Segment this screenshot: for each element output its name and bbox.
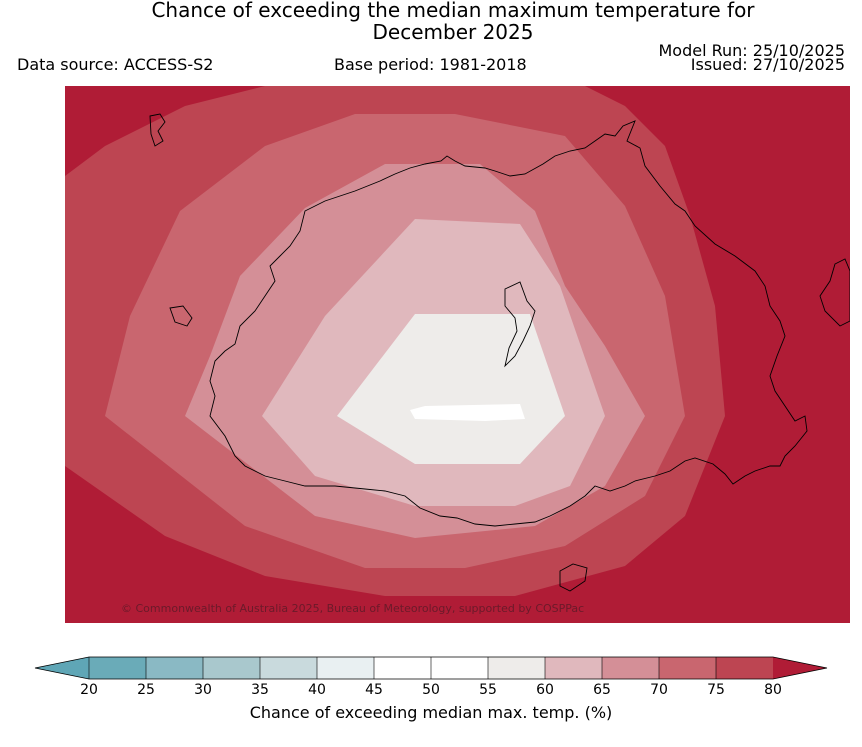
coastline xyxy=(209,120,808,527)
data-source: Data source: ACCESS-S2 xyxy=(17,55,214,74)
island-north xyxy=(149,113,166,147)
island-east xyxy=(819,258,850,327)
colorbar-swatch xyxy=(602,657,660,679)
colorbar-swatch xyxy=(146,657,204,679)
issued-date: Issued: 27/10/2025 xyxy=(690,55,845,74)
colorbar-tick-label: 40 xyxy=(308,682,326,698)
colorbar-swatch xyxy=(374,657,432,679)
model-run: Model Run: 25/10/2025 xyxy=(658,41,846,60)
colorbar-swatch xyxy=(431,657,489,679)
island-south xyxy=(559,563,588,592)
base-period: Base period: 1981-2018 xyxy=(334,55,527,74)
island-west xyxy=(169,305,193,327)
copyright-notice: © Commonwealth of Australia 2025, Bureau… xyxy=(121,602,584,615)
colorbar-label: Chance of exceeding median max. temp. (%… xyxy=(249,703,613,722)
contour-map: © Commonwealth of Australia 2025, Bureau… xyxy=(65,86,850,623)
colorbar-tick-label: 50 xyxy=(422,682,440,698)
colorbar-swatch xyxy=(545,657,603,679)
colorbar xyxy=(34,656,828,680)
colorbar-swatch xyxy=(203,657,261,679)
colorbar-tick-label: 65 xyxy=(593,682,611,698)
colorbar-tick-label: 75 xyxy=(707,682,725,698)
colorbar-swatch xyxy=(488,657,546,679)
map-title-line1: Chance of exceeding the median maximum t… xyxy=(151,0,755,22)
colorbar-swatch xyxy=(260,657,318,679)
colorbar-tick-label: 35 xyxy=(251,682,269,698)
colorbar-swatch xyxy=(659,657,717,679)
colorbar-swatch xyxy=(317,657,375,679)
colorbar-tick-label: 45 xyxy=(365,682,383,698)
contour-50 xyxy=(410,404,525,421)
colorbar-tick-label: 70 xyxy=(650,682,668,698)
colorbar-swatch xyxy=(89,657,147,679)
colorbar-tick-label: 80 xyxy=(764,682,782,698)
colorbar-tick-label: 55 xyxy=(479,682,497,698)
colorbar-high-arrow xyxy=(773,657,827,679)
map-panel: © Commonwealth of Australia 2025, Bureau… xyxy=(65,86,850,623)
colorbar-tick-label: 60 xyxy=(536,682,554,698)
colorbar-tick-label: 20 xyxy=(80,682,98,698)
colorbar-tick-label: 25 xyxy=(137,682,155,698)
colorbar-low-arrow xyxy=(35,657,89,679)
island-peninsula xyxy=(504,281,536,368)
colorbar-tick-label: 30 xyxy=(194,682,212,698)
map-title-line2: December 2025 xyxy=(372,20,534,44)
colorbar-swatch xyxy=(716,657,774,679)
